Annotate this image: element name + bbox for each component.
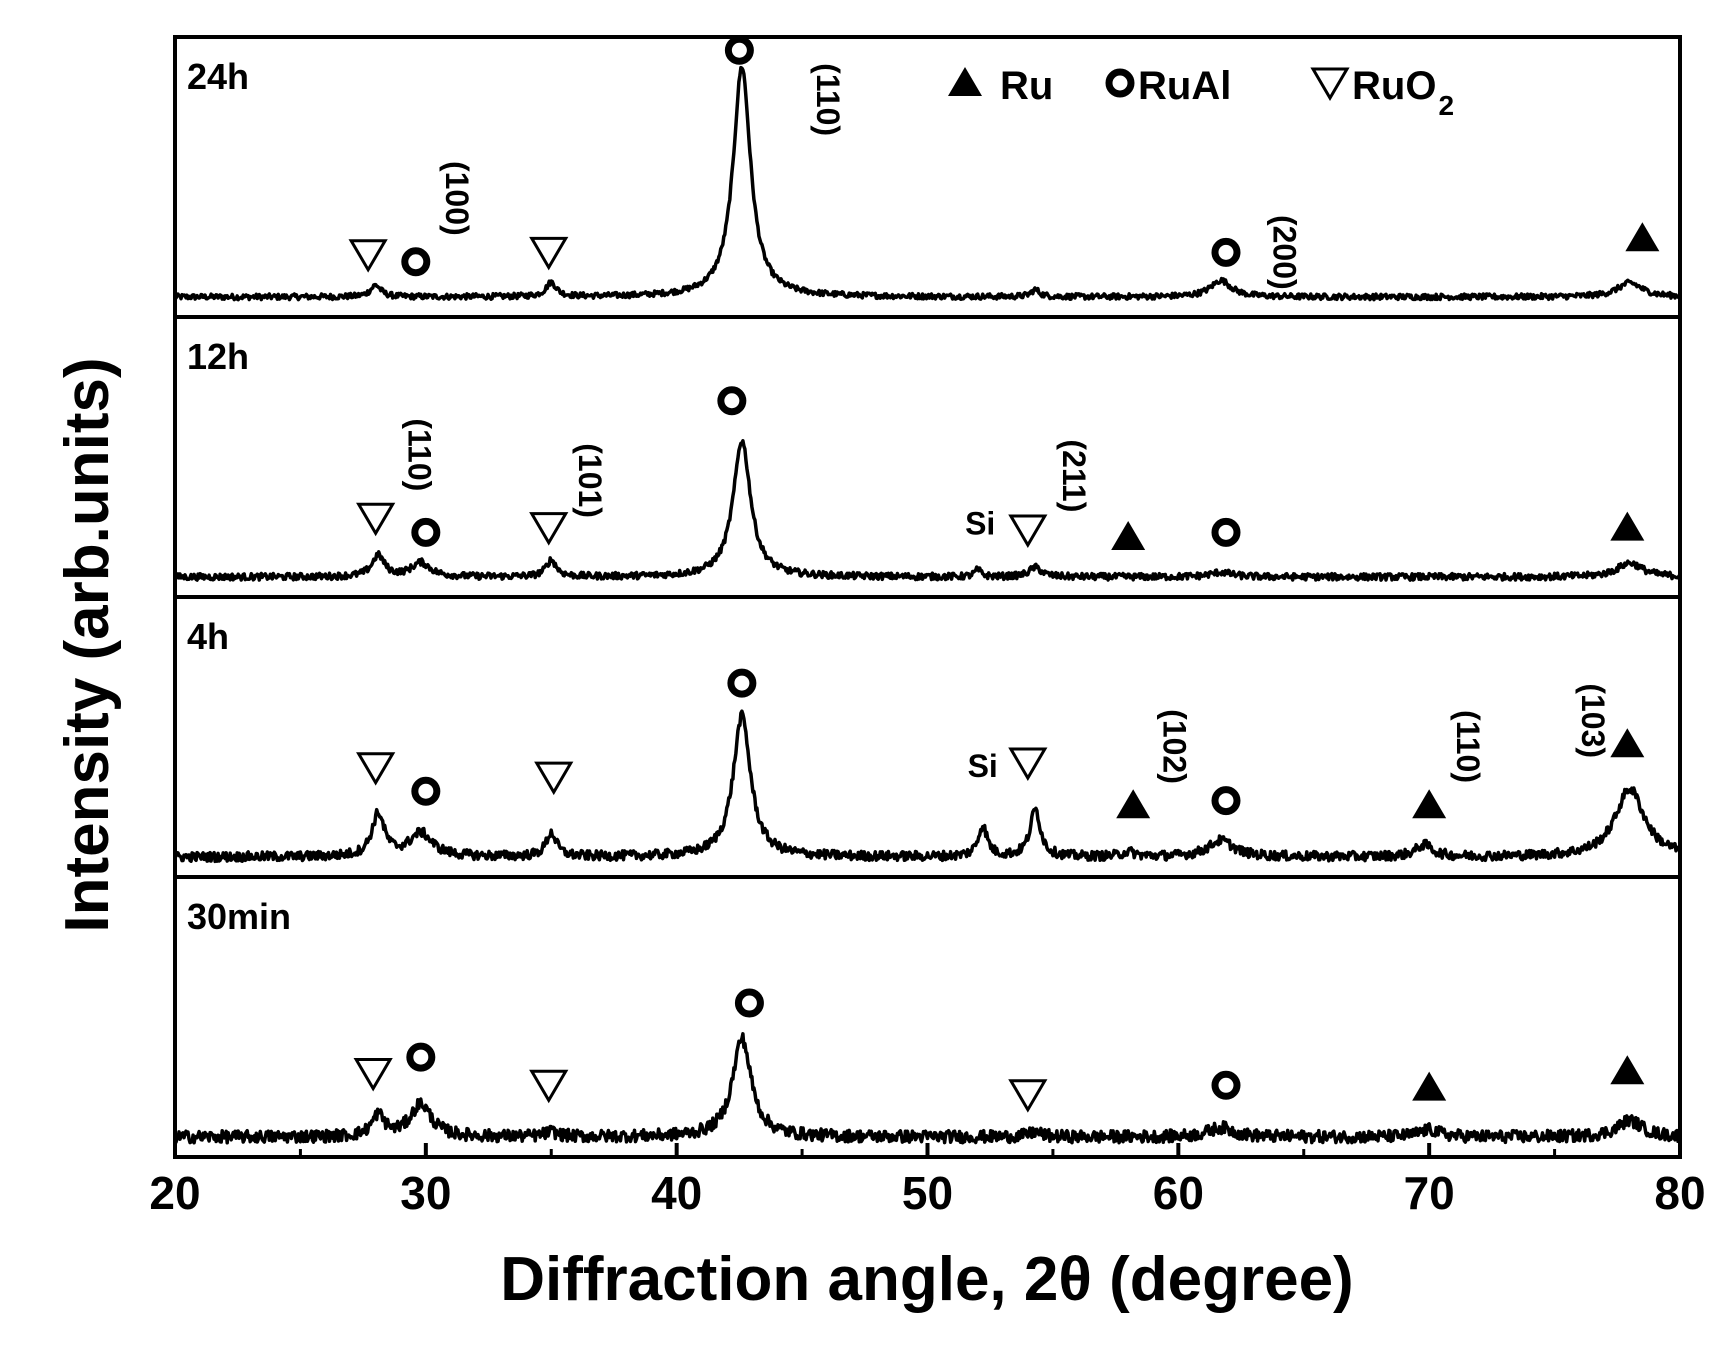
x-axis-title: Diffraction angle, 2θ (degree)	[500, 1245, 1353, 1314]
peak-annotation: (110)	[401, 418, 437, 491]
legend-rual-symbol	[1105, 68, 1135, 98]
ru-marker	[1412, 1071, 1447, 1101]
ru-marker	[1116, 789, 1151, 819]
panels-layer: 24h(100)(110)(200)12h(110) (101) (211)Si4h…	[173, 35, 1682, 1145]
x-tick-label: 30	[400, 1167, 451, 1219]
x-tick-label: 70	[1404, 1167, 1455, 1219]
legend-label: Ru	[1000, 64, 1053, 108]
ru-marker	[1610, 511, 1645, 541]
ruo2-marker	[356, 502, 396, 537]
rual-marker	[1211, 517, 1241, 547]
panel-label: 12h	[187, 336, 249, 377]
ru-marker	[1111, 521, 1146, 551]
panel-12h: 12h (110) (101) (211) Si	[173, 315, 1682, 582]
ruo2-marker	[1008, 514, 1048, 548]
panel-label: 4h	[187, 616, 229, 657]
ru-marker	[1610, 728, 1645, 758]
xrd-pattern-12h	[173, 439, 1682, 582]
x-tick-label: 40	[651, 1167, 702, 1219]
legend-label: RuO	[1352, 64, 1436, 108]
ru-marker	[1610, 1055, 1645, 1085]
ruo2-marker	[1008, 747, 1048, 781]
peak-annotation: (101)	[572, 443, 608, 518]
peak-annotation: (200)	[1267, 215, 1303, 290]
panel-24h: 24h (100) (110) (200)	[173, 35, 1681, 302]
ru-marker	[1625, 222, 1660, 252]
axes: 20 30 40 50 60 70 80	[149, 1143, 1706, 1219]
rual-marker	[406, 1042, 436, 1072]
peak-annotation: Si	[968, 748, 998, 784]
legend-subscript: 2	[1438, 90, 1454, 121]
xrd-pattern-4h	[173, 709, 1682, 864]
peak-annotation: (211)	[1056, 439, 1092, 512]
ruo2-marker	[353, 1058, 393, 1092]
ruo2-marker	[529, 1069, 569, 1104]
rual-marker	[1211, 237, 1241, 267]
peak-annotation: (103)	[1575, 683, 1611, 758]
x-tick-label: 60	[1153, 1167, 1204, 1219]
rual-marker	[717, 386, 747, 416]
rual-marker	[734, 988, 764, 1018]
panel-4h: 4h Si (102) (110) (103)	[173, 595, 1682, 864]
peak-annotation: Si	[965, 506, 995, 542]
legend-ruo2-symbol	[1310, 67, 1350, 101]
ruo2-marker	[529, 512, 569, 546]
legend-ru-symbol	[948, 67, 982, 96]
rual-marker	[724, 35, 754, 65]
ruo2-marker	[356, 752, 396, 786]
panel-label: 24h	[187, 56, 249, 97]
rual-marker	[411, 517, 441, 547]
rual-marker	[1211, 786, 1241, 816]
legend-label: RuAl	[1138, 64, 1231, 108]
peak-annotation: (110)	[810, 63, 846, 136]
y-axis-title: Intensity (arb.units)	[53, 357, 122, 932]
peak-annotation: (110)	[1450, 710, 1486, 783]
xrd-pattern-24h	[173, 65, 1681, 302]
legend-entry: RuAl	[1105, 64, 1231, 108]
x-tick-label: 20	[149, 1167, 200, 1219]
peak-annotation: (100)	[439, 161, 475, 236]
rual-marker	[1211, 1070, 1241, 1100]
rual-marker	[727, 668, 757, 698]
ruo2-marker	[1008, 1079, 1048, 1113]
plot-frame	[173, 35, 1682, 1159]
rual-marker	[401, 247, 431, 277]
peak-annotation: (102)	[1156, 709, 1192, 784]
ru-marker	[1412, 789, 1447, 819]
legend: Ru RuAl RuO 2	[948, 64, 1454, 121]
ruo2-marker	[529, 236, 569, 271]
legend-entry: RuO 2	[1310, 64, 1454, 121]
ruo2-marker	[534, 761, 574, 796]
x-tick-label: 50	[902, 1167, 953, 1219]
ruo2-marker	[348, 239, 388, 273]
x-tick-label: 80	[1654, 1167, 1705, 1219]
xrd-pattern-30min	[173, 1032, 1682, 1145]
rual-marker	[411, 776, 441, 806]
panel-label: 30min	[187, 896, 291, 937]
legend-entry: Ru	[948, 64, 1053, 108]
panel-30min: 30min	[173, 875, 1682, 1145]
